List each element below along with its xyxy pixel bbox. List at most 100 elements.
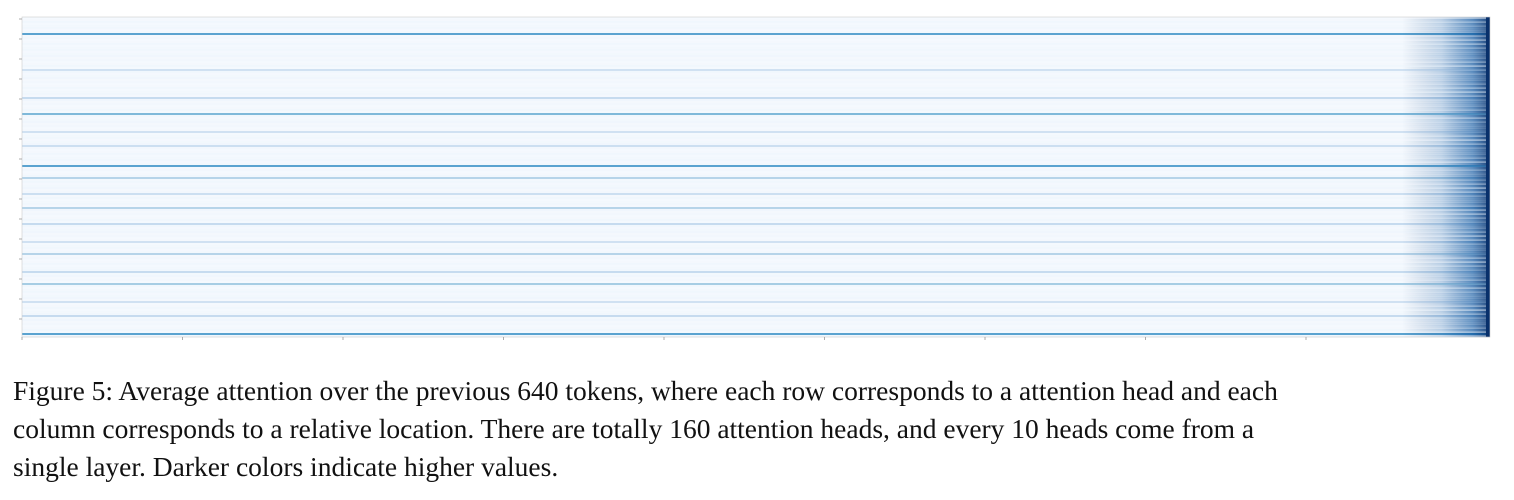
heatmap-row (22, 23, 1490, 26)
heatmap-recent-context-cell (1401, 169, 1490, 172)
heatmap-recent-context-cell (1401, 287, 1490, 290)
heatmap-recent-context-cell (1401, 161, 1490, 164)
heatmap-row (22, 175, 1490, 178)
heatmap-row (22, 169, 1490, 172)
heatmap-recent-context-cell (1401, 323, 1490, 326)
heatmap-recent-context-cell (1401, 233, 1490, 236)
heatmap-row (22, 273, 1490, 276)
heatmap-recent-context-cell (1401, 35, 1490, 38)
heatmap-row (22, 141, 1490, 144)
heatmap-recent-context-cell (1401, 113, 1490, 116)
heatmap-highlight-row (22, 193, 1490, 195)
heatmap-recent-context-cell (1401, 265, 1490, 268)
heatmap-recent-context-cell (1401, 251, 1490, 254)
heatmap-row (22, 45, 1490, 48)
heatmap-recent-context-cell (1401, 25, 1490, 28)
heatmap-recent-context-cell (1401, 147, 1490, 150)
heatmap-row (22, 55, 1490, 58)
heatmap-recent-context-cell (1401, 141, 1490, 144)
heatmap-recent-context-cell (1401, 333, 1490, 336)
heatmap-recent-context-cell (1401, 291, 1490, 294)
heatmap-row (22, 109, 1490, 112)
heatmap-recent-context-cell (1401, 57, 1490, 60)
heatmap-recent-context-cell (1401, 41, 1490, 44)
heatmap-recent-context-cell (1401, 39, 1490, 42)
heatmap-row (22, 57, 1490, 60)
heatmap-row (22, 209, 1490, 212)
heatmap-recent-context-cell (1401, 319, 1490, 322)
heatmap-row (22, 291, 1490, 294)
heatmap-row (22, 259, 1490, 262)
heatmap-recent-context-cell (1401, 143, 1490, 146)
heatmap-recent-context-cell (1401, 277, 1490, 280)
heatmap-row (22, 43, 1490, 46)
heatmap-recent-context-cell (1401, 279, 1490, 282)
heatmap-row (22, 163, 1490, 166)
heatmap-recent-context-cell (1401, 311, 1490, 314)
heatmap-row (22, 281, 1490, 284)
heatmap-row (22, 245, 1490, 248)
heatmap-row (22, 105, 1490, 108)
heatmap-row (22, 183, 1490, 186)
heatmap-row (22, 133, 1490, 136)
heatmap-recent-context-cell (1401, 123, 1490, 126)
heatmap-recent-context-cell (1401, 315, 1490, 318)
heatmap-row (22, 17, 1490, 20)
heatmap-row (22, 251, 1490, 254)
heatmap-row (22, 63, 1490, 66)
heatmap-row (22, 297, 1490, 300)
heatmap-row (22, 295, 1490, 298)
figure-caption: Figure 5: Average attention over the pre… (13, 372, 1503, 486)
heatmap-recent-context-cell (1401, 171, 1490, 174)
heatmap-row (22, 101, 1490, 104)
heatmap-row (22, 89, 1490, 92)
heatmap-recent-context-cell (1401, 217, 1490, 220)
heatmap-row (22, 95, 1490, 98)
heatmap-recent-context-cell (1401, 45, 1490, 48)
heatmap-row (22, 35, 1490, 38)
heatmap-recent-context-cell (1401, 95, 1490, 98)
heatmap-highlight-row (22, 315, 1490, 317)
heatmap-row (22, 125, 1490, 128)
heatmap-row (22, 307, 1490, 310)
heatmap-row (22, 213, 1490, 216)
heatmap-recent-context-cell (1401, 239, 1490, 242)
heatmap-recent-context-cell (1401, 281, 1490, 284)
heatmap-row (22, 319, 1490, 322)
heatmap-recent-context-cell (1401, 197, 1490, 200)
heatmap-recent-context-cell (1401, 211, 1490, 214)
heatmap-recent-context-cell (1401, 151, 1490, 154)
heatmap-row (22, 111, 1490, 114)
caption-line-2: column corresponds to a relative locatio… (13, 413, 1255, 444)
heatmap-row (22, 153, 1490, 156)
heatmap-row (22, 79, 1490, 82)
heatmap-recent-context-cell (1401, 205, 1490, 208)
heatmap-row (22, 159, 1490, 162)
heatmap-row (22, 181, 1490, 184)
heatmap-row (22, 299, 1490, 302)
heatmap-row (22, 249, 1490, 252)
heatmap-row (22, 255, 1490, 258)
heatmap-recent-context-cell (1401, 313, 1490, 316)
heatmap-recent-context-cell (1401, 67, 1490, 70)
heatmap-highlight-row (22, 97, 1490, 99)
heatmap-recent-context-cell (1401, 175, 1490, 178)
heatmap-row (22, 161, 1490, 164)
heatmap-recent-context-cell (1401, 33, 1490, 36)
heatmap-recent-context-cell (1401, 321, 1490, 324)
heatmap-highlight-row (22, 165, 1490, 167)
heatmap-row (22, 93, 1490, 96)
heatmap-row (22, 227, 1490, 230)
heatmap-recent-context-cell (1401, 253, 1490, 256)
heatmap-row (22, 173, 1490, 176)
heatmap-recent-context-cell (1401, 295, 1490, 298)
heatmap-row (22, 37, 1490, 40)
heatmap-row (22, 263, 1490, 266)
heatmap-row (22, 155, 1490, 158)
heatmap-highlight-row (22, 253, 1490, 255)
heatmap-row (22, 83, 1490, 86)
heatmap-row (22, 99, 1490, 102)
heatmap-row (22, 51, 1490, 54)
heatmap-row (22, 265, 1490, 268)
heatmap-row (22, 195, 1490, 198)
